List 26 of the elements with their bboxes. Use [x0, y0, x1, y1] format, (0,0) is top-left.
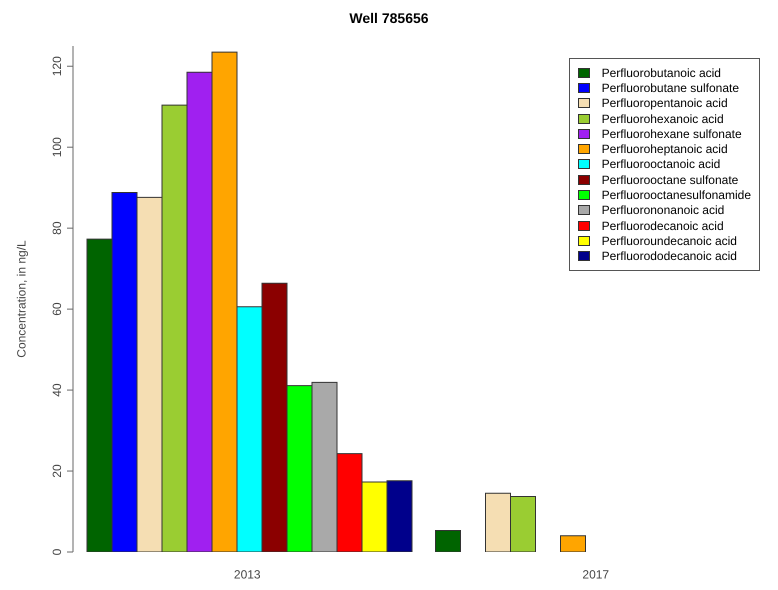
bar	[435, 530, 461, 552]
legend-label: Perfluorooctane sulfonate	[602, 172, 738, 187]
legend-label: Perfluorodecanoic acid	[602, 218, 724, 233]
legend-label: Perfluorooctanoic acid	[602, 157, 720, 172]
legend-label: Perfluorononanoic acid	[602, 203, 724, 218]
legend-label: Perfluorobutanoic acid	[602, 66, 721, 80]
legend-label: Perfluorododecanoic acid	[602, 249, 737, 264]
y-tick-label: 40	[50, 383, 64, 397]
x-tick-label: 2013	[234, 568, 261, 582]
legend-label: Perfluorobutane sulfonate	[602, 80, 739, 95]
legend-label: Perfluoropentanoic acid	[602, 96, 728, 110]
y-tick-label: 20	[50, 464, 64, 478]
y-tick-label: 80	[50, 221, 64, 235]
y-tick-label: 100	[50, 136, 64, 158]
y-tick-label: 60	[50, 302, 64, 316]
y-tick-label: 120	[50, 56, 64, 76]
y-tick-label: 0	[50, 548, 64, 556]
legend-label: Perfluoroundecanoic acid	[602, 234, 737, 248]
bar	[560, 535, 586, 552]
legend-label: Perfluorooctanesulfonamide	[602, 188, 751, 202]
chart-title: Well 785656	[348, 10, 430, 26]
legend-label: Perfluoroheptanoic acid	[602, 142, 728, 156]
legend-label: Perfluorohexane sulfonate	[602, 126, 742, 141]
y-axis-title: Concentration, in ng/L	[14, 240, 28, 358]
x-tick-label: 2017	[582, 568, 610, 582]
legend-label: Perfluorohexanoic acid	[602, 112, 724, 126]
